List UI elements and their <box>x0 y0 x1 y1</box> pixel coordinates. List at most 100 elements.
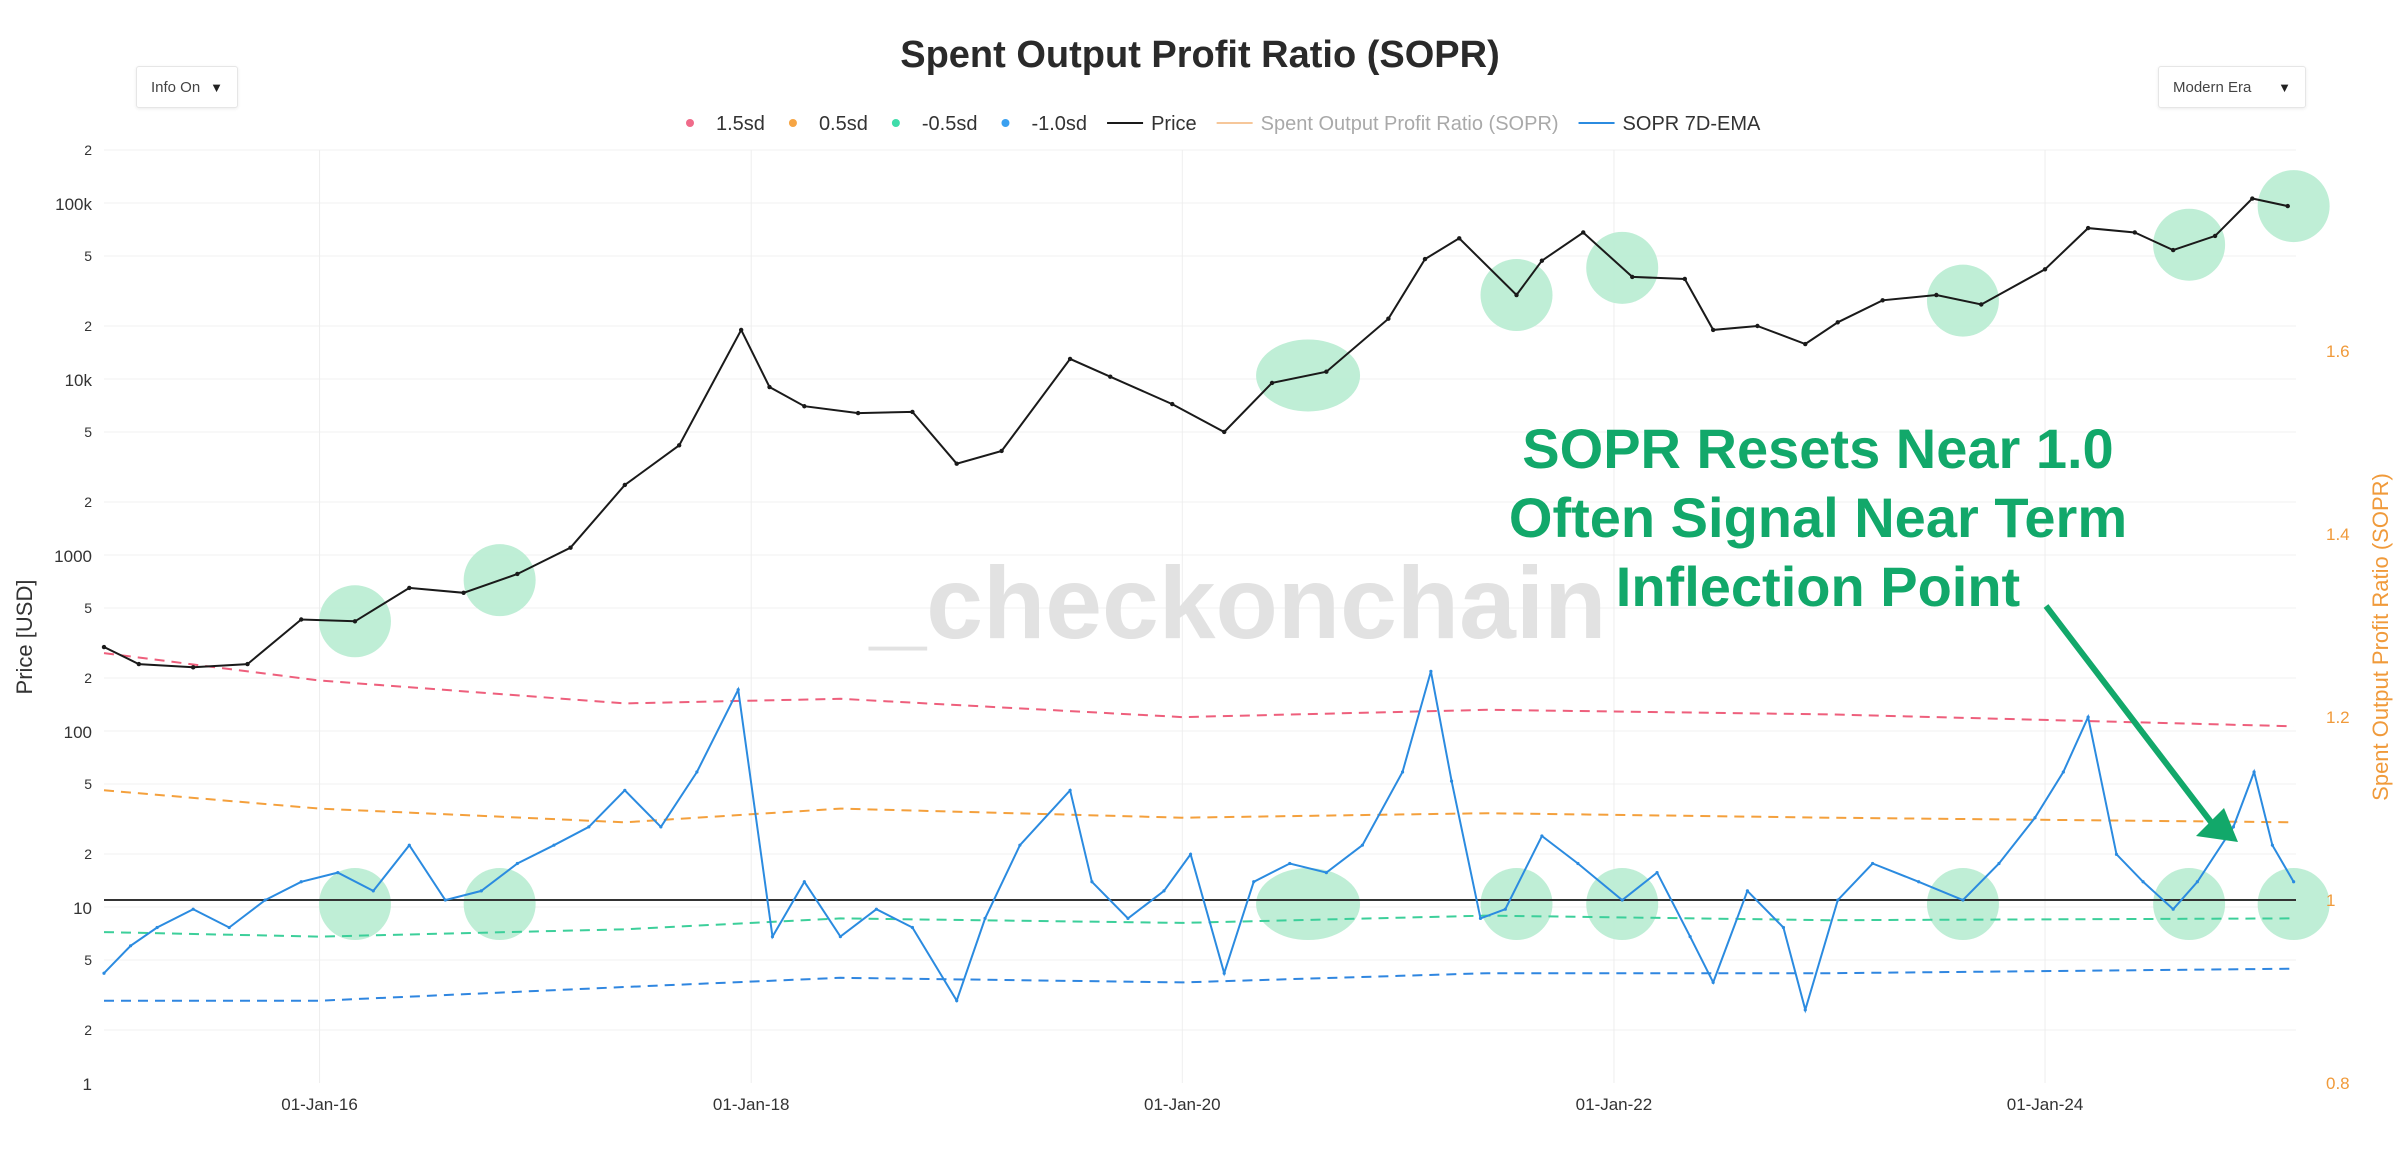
price-point <box>461 590 466 595</box>
annotation-line: Often Signal Near Term <box>1509 486 2127 549</box>
sopr-point <box>2114 852 2119 856</box>
sopr-point <box>128 944 133 948</box>
y-right-tick-label: 1 <box>2326 891 2335 910</box>
grid-lines <box>104 149 2296 1083</box>
price-point <box>568 545 573 550</box>
y-left-tick-label: 10k <box>65 371 93 390</box>
price-series-group <box>101 196 2290 670</box>
legend-label: -1.0sd <box>1031 113 1087 135</box>
y-right-tick-label: 1.2 <box>2326 708 2350 727</box>
x-tick-label: 01-Jan-16 <box>281 1095 358 1114</box>
sopr-point <box>874 907 878 911</box>
sopr-point <box>1126 916 1130 920</box>
price-point <box>1108 374 1113 379</box>
sopr-point <box>1188 852 1193 856</box>
sopr-point <box>1688 935 1692 939</box>
sopr-point <box>407 843 411 847</box>
highlight-circle-sopr <box>318 868 391 941</box>
price-point <box>245 661 250 667</box>
x-axis-ticks: 01-Jan-16 01-Jan-18 01-Jan-20 01-Jan-22 01-J… <box>281 1095 2083 1114</box>
legend-item: -0.5sd <box>891 113 977 135</box>
price-point <box>1067 356 1073 362</box>
sopr-point <box>1018 843 1022 847</box>
y-left-tick-label: 5 <box>84 248 92 264</box>
sopr-point <box>515 861 519 866</box>
y-right-ticks: 0.8 1 1.2 1.4 1.6 <box>2326 342 2350 1093</box>
y-right-axis-label: Spent Output Profit Ratio (SOPR) <box>2368 473 2393 801</box>
legend-item: 0.5sd <box>788 113 868 135</box>
y-left-tick-label: 2 <box>84 142 92 158</box>
y-left-tick-label: 2 <box>84 318 92 334</box>
sopr-point <box>1870 861 1875 866</box>
sd-bands <box>103 652 2294 1002</box>
price-point <box>2285 203 2290 209</box>
price-point <box>622 482 628 488</box>
y-left-tick-label: 2 <box>84 846 92 862</box>
y-left-ticks: 1 2 5 10 2 5 100 2 5 1000 2 5 10k 2 5 100k 2 <box>54 142 92 1094</box>
era-select-dropdown[interactable]: Modern Era ▼ <box>2158 66 2306 108</box>
sopr-point <box>838 935 842 939</box>
legend-item: Spent Output Profit Ratio (SOPR) <box>1216 113 1559 135</box>
price-point <box>1581 230 1586 235</box>
sopr-point <box>479 889 483 893</box>
y-right-tick-label: 1.6 <box>2326 342 2350 361</box>
sopr-point <box>1997 861 2001 866</box>
highlight-circle-sopr <box>463 868 536 941</box>
price-point <box>407 585 412 591</box>
sopr-point <box>1540 834 1544 838</box>
y-left-axis-label: Price [USD] <box>12 580 37 695</box>
sopr-point <box>955 999 959 1003</box>
sopr-point <box>227 925 231 930</box>
info-toggle-label: Info On <box>151 78 201 96</box>
sopr-point <box>1068 788 1072 792</box>
sopr-point <box>1503 907 1507 911</box>
y-left-tick-label: 5 <box>84 600 92 616</box>
sopr-point <box>2231 825 2236 829</box>
legend-dot-icon <box>1001 119 1010 127</box>
sopr-point <box>1803 1008 1807 1012</box>
y-left-tick-label: 2 <box>84 670 92 686</box>
sopr-point <box>2141 880 2145 884</box>
price-point <box>954 461 959 466</box>
y-left-tick-label: 2 <box>84 494 92 510</box>
price-point <box>1269 380 1275 386</box>
sopr-point <box>102 971 106 975</box>
sopr-point <box>1711 980 1715 984</box>
price-point <box>999 448 1004 454</box>
sopr-point <box>1655 871 1659 875</box>
sopr-point <box>1222 971 1226 975</box>
sopr-point <box>336 871 340 875</box>
price-point <box>2132 230 2137 235</box>
chart-title: Spent Output Profit Ratio (SOPR) <box>900 34 1500 76</box>
sopr-point <box>1576 861 1580 866</box>
y-right-tick-label: 1.4 <box>2326 525 2350 544</box>
sopr-point <box>736 688 740 692</box>
sopr-point <box>695 770 699 774</box>
highlight-circle-sopr <box>1926 868 1999 941</box>
sopr-point <box>1836 898 1840 902</box>
legend: 1.5sd 0.5sd -0.5sd -1.0sd Price Spent Output … <box>686 113 1761 135</box>
sopr-point <box>2252 770 2256 774</box>
sopr-point <box>802 880 806 884</box>
price-point <box>1934 292 1939 298</box>
price-point <box>1222 429 1227 435</box>
sopr-point <box>1478 916 1483 920</box>
price-point <box>1422 256 1428 262</box>
sopr-point <box>1961 898 1965 902</box>
price-point <box>676 443 682 448</box>
price-point <box>2042 267 2048 272</box>
sopr-point <box>623 788 627 792</box>
info-toggle-dropdown[interactable]: Info On ▼ <box>136 66 238 108</box>
highlight-circle-sopr <box>2153 868 2226 941</box>
band-line-0.5sd <box>103 789 2294 824</box>
sopr-point <box>1429 669 1433 673</box>
sopr-point <box>770 935 775 939</box>
highlight-circle-sopr <box>2257 868 2330 941</box>
y-left-tick-label: 100k <box>55 195 92 214</box>
x-tick-label: 01-Jan-20 <box>1144 1095 1221 1114</box>
legend-item: SOPR 7D-EMA <box>1578 113 1761 135</box>
price-point <box>910 409 915 415</box>
price-point <box>1880 298 1885 303</box>
legend-item: Price <box>1107 113 1197 135</box>
